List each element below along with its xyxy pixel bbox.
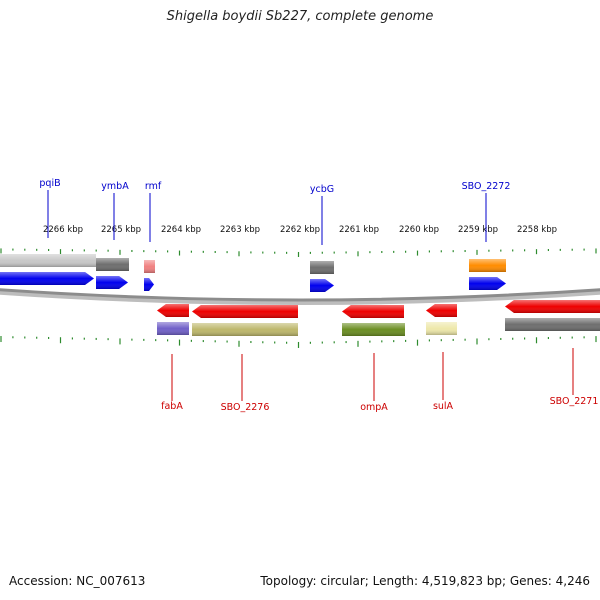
feature-fabA xyxy=(157,322,189,335)
feature-ymbA xyxy=(96,258,129,271)
kbp-label: 2261 kbp xyxy=(339,225,379,235)
kbp-label: 2259 kbp xyxy=(458,225,498,235)
reverse-arrow-ompA xyxy=(342,305,404,318)
inner-tick-ring xyxy=(0,336,597,348)
accession-label: Accession: NC_007613 xyxy=(9,574,146,588)
map-title: Shigella boydii Sb227, complete genome xyxy=(166,9,434,24)
gene-label-fabA: fabA xyxy=(161,401,183,412)
forward-arrow-rmf xyxy=(144,278,154,291)
gene-label-ymbA: ymbA xyxy=(101,181,129,192)
gene-label-SBO_2272: SBO_2272 xyxy=(462,181,511,192)
reverse-arrow-sulA xyxy=(426,304,457,317)
reverse-arrow-SBO_2271 xyxy=(505,300,600,313)
feature-pqiB xyxy=(0,254,96,267)
gene-label-SBO_2276: SBO_2276 xyxy=(221,402,270,413)
feature-SBO_2271 xyxy=(505,318,600,331)
gene-label-ycbG: ycbG xyxy=(310,184,334,195)
gene-label-sulA: sulA xyxy=(433,401,454,412)
outer-tick-ring xyxy=(0,248,597,257)
backbone-shadow xyxy=(0,288,600,305)
forward-arrow-pqiB xyxy=(0,272,94,285)
forward-arrow-ycbG xyxy=(310,279,334,292)
kbp-label: 2265 kbp xyxy=(101,225,141,235)
forward-arrow-ymbA xyxy=(96,276,128,289)
kbp-label: 2258 kbp xyxy=(517,225,557,235)
reverse-arrow-SBO_2276 xyxy=(192,305,298,318)
feature-rmf xyxy=(144,260,155,273)
gene-label-ompA: ompA xyxy=(360,402,388,413)
feature-SBO_2276 xyxy=(192,323,298,336)
kbp-label: 2262 kbp xyxy=(280,225,320,235)
gene-labels: pqiB ymbA rmf ycbG SBO_2272 fabA SBO_2276 ompA s… xyxy=(39,178,598,413)
forward-arrow-SBO_2272 xyxy=(469,277,506,290)
genome-backbone xyxy=(0,288,600,302)
reverse-arrow-fabA xyxy=(157,304,189,317)
kbp-scale: 2266 kbp 2265 kbp 2264 kbp 2263 kbp 2262 kbp… xyxy=(43,225,557,235)
kbp-label: 2263 kbp xyxy=(220,225,260,235)
gene-label-rmf: rmf xyxy=(145,181,162,192)
feature-ycbG xyxy=(310,261,334,274)
feature-ompA xyxy=(342,323,405,336)
kbp-label: 2264 kbp xyxy=(161,225,201,235)
genome-stats: Topology: circular; Length: 4,519,823 bp… xyxy=(260,574,590,588)
feature-SBO_2272 xyxy=(469,259,506,272)
gene-features xyxy=(0,254,600,336)
kbp-label: 2266 kbp xyxy=(43,225,83,235)
gene-label-SBO_2271: SBO_2271 xyxy=(550,396,599,407)
feature-sulA xyxy=(426,322,457,335)
kbp-label: 2260 kbp xyxy=(399,225,439,235)
gene-label-pqiB: pqiB xyxy=(39,178,60,189)
